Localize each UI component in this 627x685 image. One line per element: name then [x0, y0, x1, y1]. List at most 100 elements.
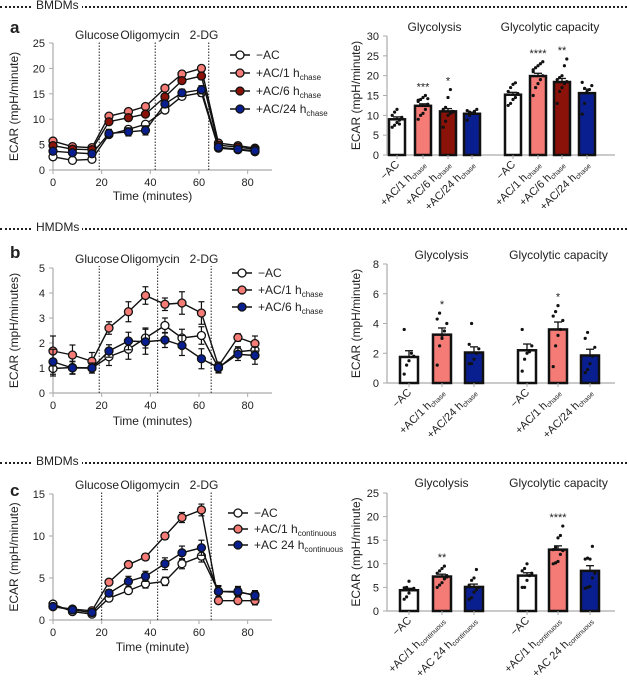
y-tick-label: 2	[39, 338, 45, 350]
data-point	[104, 323, 114, 333]
data-point	[467, 362, 471, 366]
data-point	[402, 372, 406, 376]
x-tick-label: 20	[96, 627, 108, 639]
bar	[579, 569, 601, 613]
data-point	[474, 351, 478, 355]
data-point	[196, 308, 207, 318]
y-tick-label: 15	[33, 489, 45, 501]
legend-label: +AC/24 hchase	[256, 102, 328, 118]
data-point	[448, 111, 452, 115]
data-point	[520, 569, 524, 573]
y-tick-label: 10	[33, 114, 45, 126]
data-point	[561, 524, 565, 528]
data-point	[423, 93, 427, 98]
divider	[0, 462, 627, 464]
data-point	[233, 349, 243, 359]
data-point	[441, 107, 445, 111]
legend-marker	[235, 50, 245, 60]
data-point	[586, 368, 590, 372]
x-tick-sub: continuous	[451, 619, 480, 648]
legend-label: −AC	[258, 266, 282, 280]
bar	[547, 548, 569, 613]
series-line	[52, 555, 256, 615]
data-point	[250, 590, 260, 601]
data-point	[513, 81, 517, 85]
data-point	[123, 585, 134, 596]
data-point	[558, 552, 562, 556]
legend-sub: chase	[300, 91, 322, 100]
data-point	[531, 68, 535, 72]
legend-marker	[233, 508, 243, 518]
data-point	[583, 86, 587, 90]
legend-name: +AC/1 h	[256, 66, 300, 80]
data-point	[513, 95, 517, 100]
x-tick-label: 60	[193, 627, 205, 639]
data-point	[551, 314, 555, 318]
x-tick-label: 0	[50, 400, 56, 412]
data-point	[419, 97, 423, 102]
data-point	[565, 57, 569, 61]
legend-marker	[233, 540, 243, 550]
y-tick-label: 0	[373, 150, 379, 162]
x-tick-label: 40	[144, 177, 156, 189]
data-point	[467, 342, 471, 346]
y-tick-label: 4	[39, 288, 45, 300]
data-point	[593, 571, 597, 575]
data-point	[213, 586, 224, 597]
data-point	[445, 321, 449, 326]
data-point	[67, 148, 78, 158]
data-point	[196, 330, 207, 341]
data-point	[516, 91, 520, 96]
x-tick-label: 20	[96, 177, 108, 189]
data-point	[442, 564, 446, 568]
legend-marker	[235, 68, 245, 78]
data-point	[407, 359, 411, 363]
data-point	[407, 591, 411, 595]
data-point	[67, 605, 78, 615]
data-point	[586, 556, 590, 560]
legend-name: −AC	[256, 48, 280, 62]
y-tick-label: 5	[39, 140, 45, 152]
series-line	[52, 546, 256, 614]
data-point	[538, 78, 542, 82]
data-point	[527, 574, 531, 578]
data-point	[160, 576, 170, 587]
data-point	[395, 120, 399, 125]
divider	[0, 6, 627, 8]
legend-marker	[237, 302, 247, 312]
data-point	[140, 125, 151, 136]
injection-label: 2-DG	[190, 252, 219, 266]
data-point	[445, 575, 449, 579]
data-point	[583, 336, 587, 340]
data-point	[123, 559, 134, 570]
legend-sub: chase	[302, 307, 324, 316]
significance-marker: ***	[417, 82, 431, 94]
data-point	[556, 559, 560, 564]
data-point	[561, 548, 565, 553]
data-point	[438, 569, 442, 573]
data-point	[536, 82, 540, 86]
legend-name: +AC/1 h	[254, 522, 298, 536]
y-tick-label: 25	[367, 488, 379, 500]
y-tick-label: 0	[373, 378, 379, 390]
data-point	[538, 62, 542, 66]
x-tick-label: 40	[144, 400, 156, 412]
data-point	[48, 146, 58, 156]
line-chart-b: 0 20 40 60 80 0 1 2 3 4 5 Time (minutes) ECAR (mpH/m…	[7, 252, 324, 428]
data-point	[555, 78, 559, 82]
data-point	[438, 311, 442, 315]
data-point	[511, 82, 515, 86]
legend-name: +AC/6 h	[258, 300, 302, 314]
y-tick-label: 2	[373, 348, 379, 360]
significance-marker: **	[438, 552, 447, 564]
data-point	[444, 119, 448, 123]
y-tick-label: 5	[39, 573, 45, 585]
data-point	[435, 317, 439, 321]
y-tick-label: 0	[373, 606, 379, 618]
x-tick-label: 80	[242, 627, 254, 639]
data-point	[421, 95, 425, 100]
data-point	[534, 85, 538, 90]
legend-marker	[237, 285, 247, 295]
significance-marker: *	[556, 292, 561, 304]
data-point	[554, 545, 558, 549]
